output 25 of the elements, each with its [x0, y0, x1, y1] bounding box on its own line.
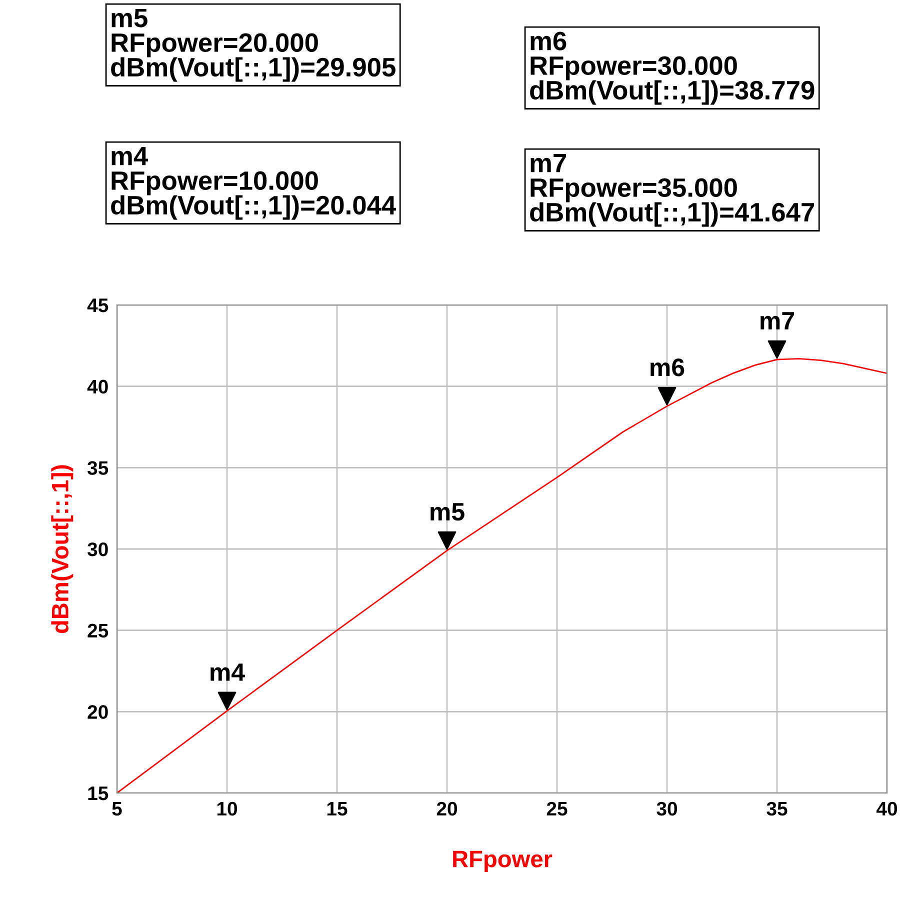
- y-tick-label: 30: [87, 542, 108, 556]
- annotation: m4: [210, 664, 245, 681]
- y-tick-label: 15: [88, 786, 108, 800]
- x-tick-label: 25: [546, 802, 568, 816]
- annotation: m7: [760, 312, 794, 330]
- annotation: m6: [650, 358, 684, 376]
- y-tick-label: 35: [87, 461, 108, 475]
- x-tick-label: 20: [436, 802, 458, 816]
- text: m7 RFpower=35.000 dBm(Vout[::,1])=41.647: [530, 154, 814, 227]
- y-axis-title: dBm(Vout[::,1]): [51, 465, 74, 634]
- x-tick-label: 30: [656, 802, 678, 816]
- x-tick-label: 40: [876, 802, 898, 816]
- y-tick-label: 45: [87, 298, 108, 312]
- x-tick-label: 15: [327, 802, 348, 816]
- text: m6 RFpower=30.000 dBm(Vout[::,1])=38.779: [530, 32, 814, 105]
- text: m4 RFpower=10.000 dBm(Vout[::,1])=20.044: [111, 146, 396, 220]
- x-tick-label: 10: [217, 802, 238, 816]
- y-tick-label: 40: [87, 380, 108, 394]
- text: m5 RFpower=20.000 dBm(Vout[::,1])=29.905: [111, 8, 396, 82]
- x-tick-label: 35: [766, 802, 788, 816]
- y-tick-label: 25: [88, 624, 108, 638]
- y-tick-label: 20: [88, 705, 108, 719]
- x-axis-title: RFpower: [453, 850, 552, 872]
- x-tick-label: 5: [112, 802, 122, 816]
- annotation: m5: [430, 503, 464, 521]
